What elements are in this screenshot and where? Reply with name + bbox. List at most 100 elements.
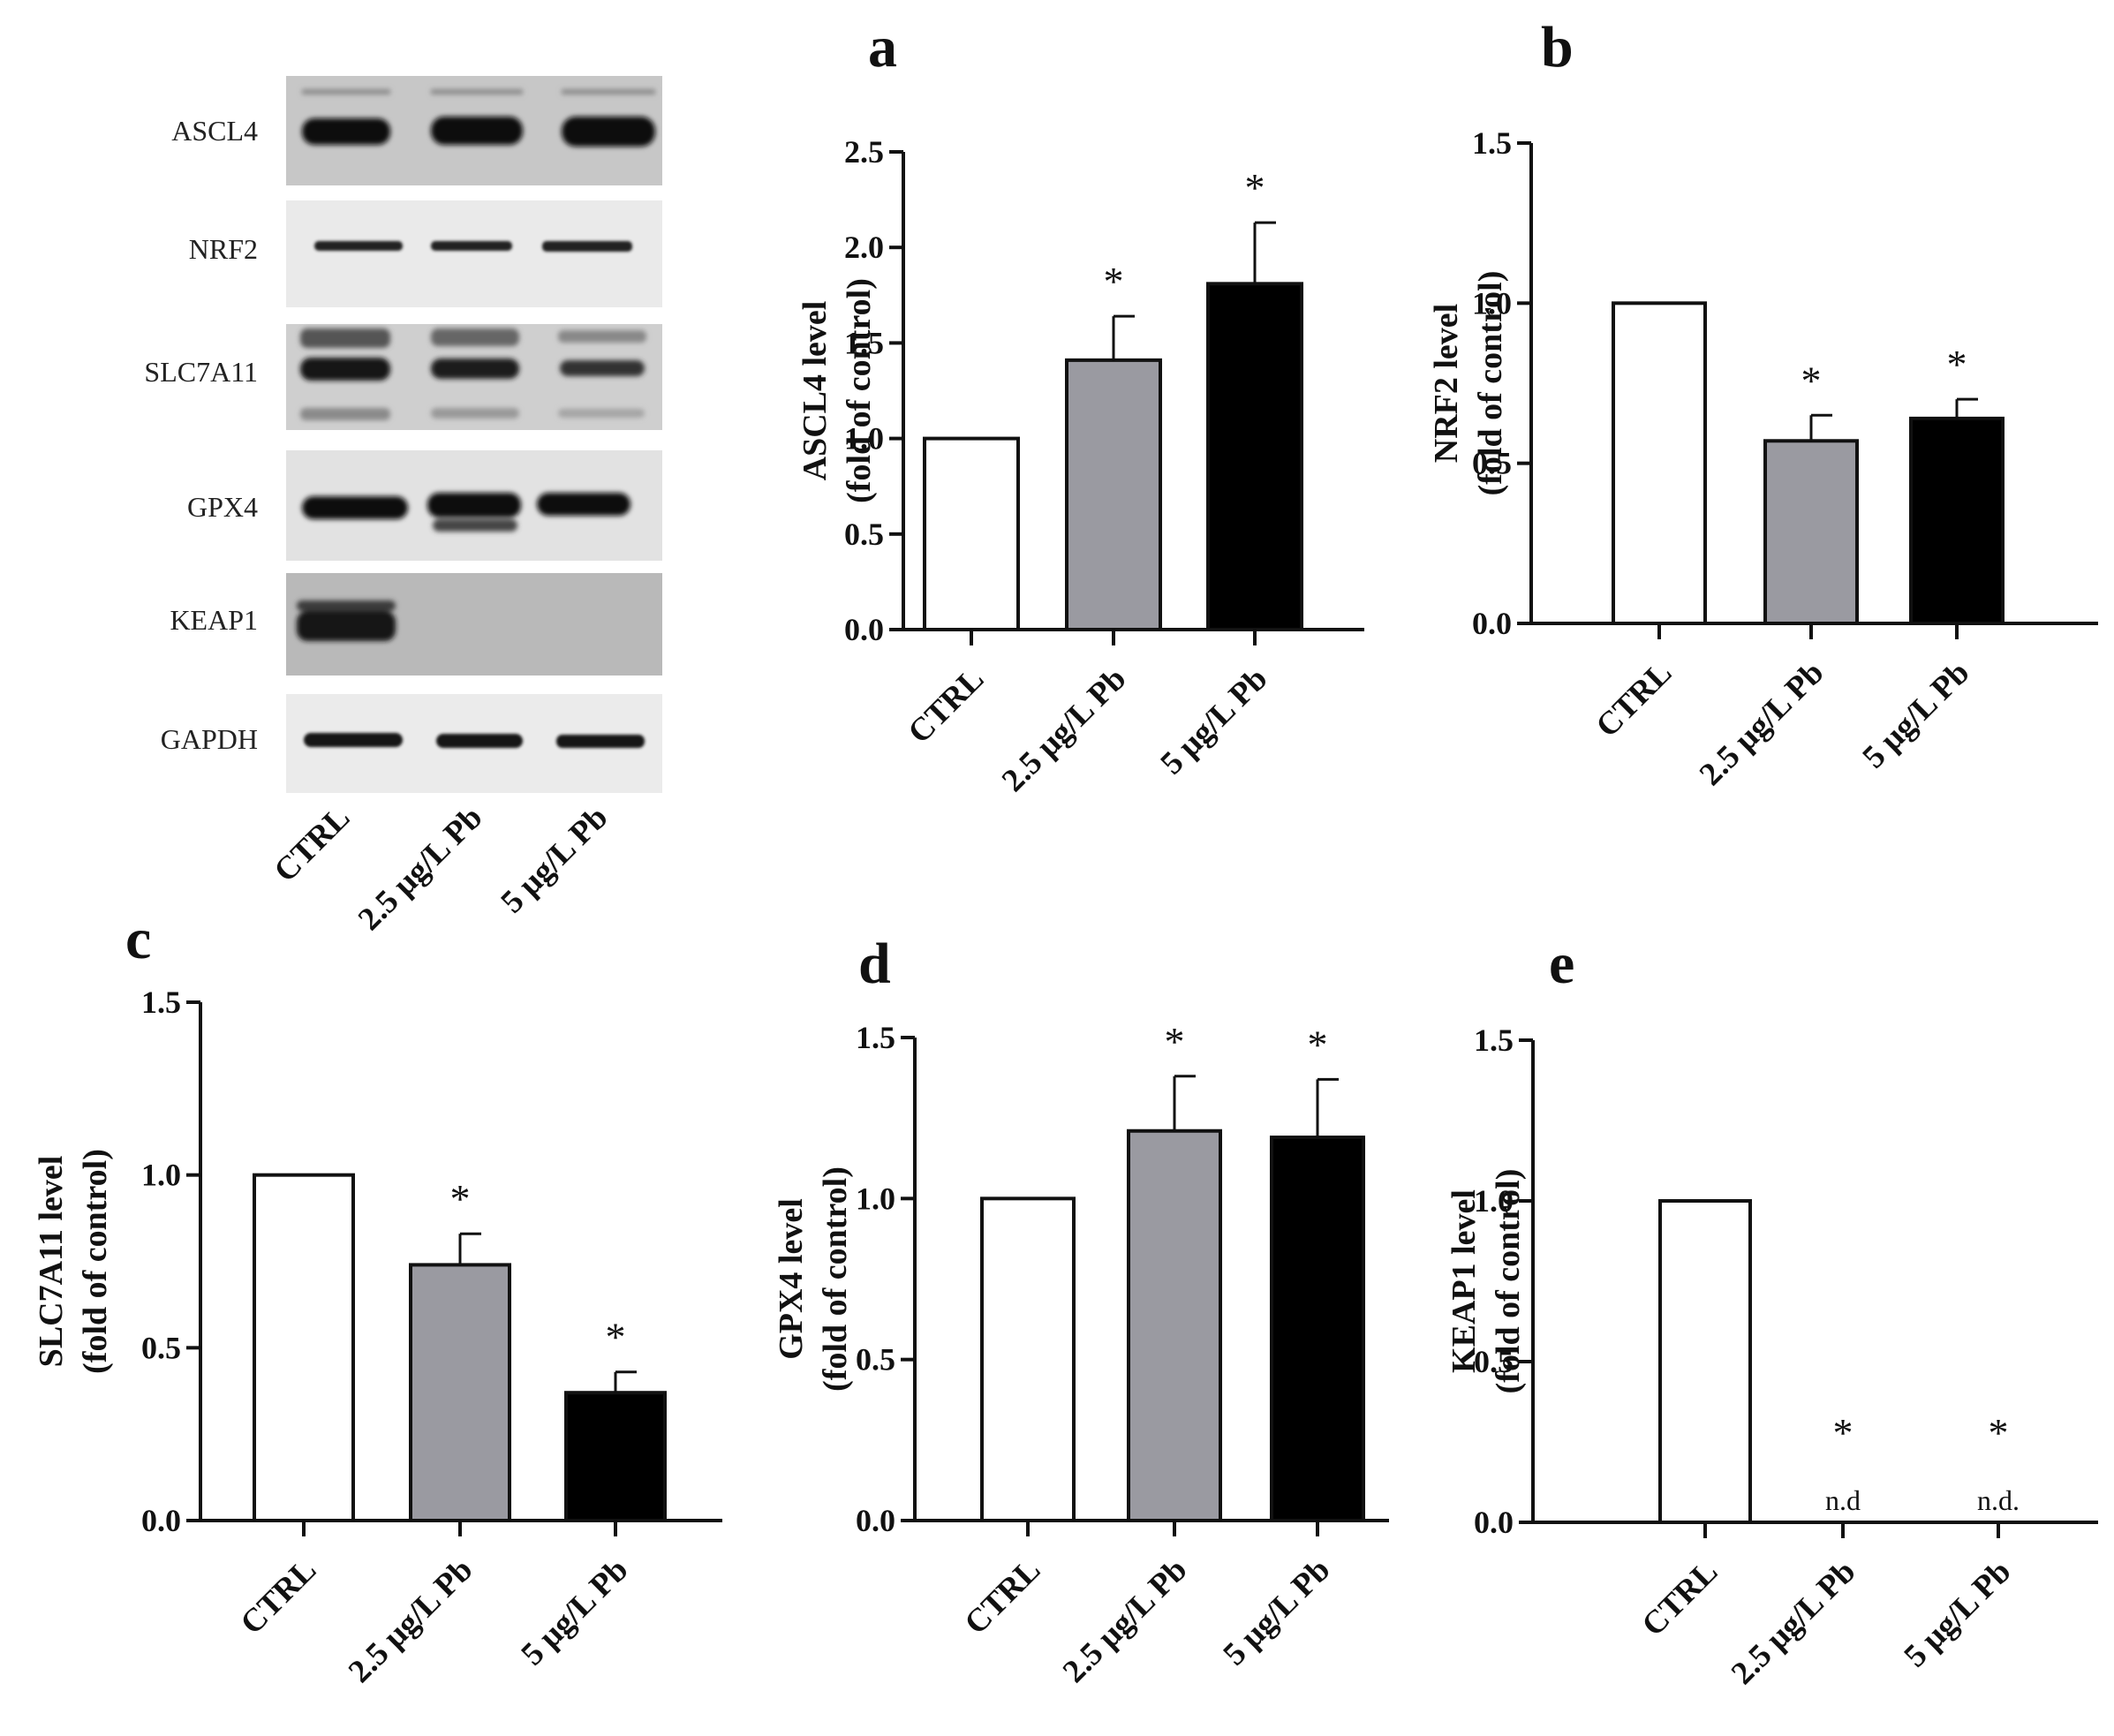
y-axis-title: (fold of control) [1472,271,1509,496]
x-tick-label: 2.5 μg/L Pb [342,1551,480,1690]
x-tick-label: 2.5 μg/L Pb [995,660,1134,799]
bar-chart-b: b 0.0 0.5 1.0 1.5 NRF2 level (fold of control)… [1428,15,2098,793]
western-blot: ASCL4 NRF2 SLC7A11 GPX4 KEAP1 GAPDH CTRL… [144,76,662,938]
band-nrf2-ctrl [314,241,403,251]
bar [980,1196,1076,1523]
y-tick-label: 1.0 [1474,1183,1514,1219]
bar [1206,282,1303,631]
x-tick-label: CTRL [958,1551,1048,1642]
significance-marker: * [1833,1410,1854,1455]
blot-strip-nrf2 [286,200,662,307]
value-label: n.d. [1977,1484,2020,1516]
band-nrf2-pb5 [542,241,632,252]
significance-marker: * [1989,1410,2009,1455]
y-tick-label: 1.5 [856,1020,895,1055]
y-axis-title: (fold of control) [77,1149,114,1374]
x-tick-label: CTRL [234,1551,324,1642]
y-tick-label: 1.5 [141,985,181,1020]
band-ascl4-ctrl [302,118,390,145]
x-tick-label: 5 μg/L Pb [1216,1551,1337,1672]
blot-label-gpx4: GPX4 [187,491,258,523]
panel-letter: d [858,932,891,996]
panel-letter: b [1541,15,1574,79]
band-nrf2-pb25 [431,241,512,251]
blot-label-slc7a11: SLC7A11 [144,356,258,388]
band-gpx4-pb5 [537,493,630,516]
band-ascl4-pb25 [431,117,523,145]
y-axis-title: ASCL4 level [797,301,834,481]
bar-chart-a: a 0.0 0.5 1.0 1.5 2.0 2.5 ASCL4 level (fold of c… [797,15,1364,799]
panel-letter: e [1549,932,1574,996]
y-axis-title: NRF2 level [1428,304,1465,463]
y-tick-label: 1.5 [1474,1023,1514,1058]
y-tick-label: 0.0 [1474,1505,1514,1540]
y-tick-label: 1.0 [844,421,884,457]
x-tick-label: 2.5 μg/L Pb [1725,1553,1863,1692]
value-label: n.d [1825,1484,1861,1516]
significance-marker: * [1947,342,1967,387]
y-tick-label: 0.0 [141,1503,181,1538]
significance-marker: * [1801,358,1822,403]
y-tick-label: 0.0 [844,612,884,647]
y-axis-title: KEAP1 level [1446,1189,1483,1373]
y-tick-label: 0.0 [1472,606,1512,641]
band-ascl4-pb5 [562,117,655,147]
lane-label-pb5: 5 μg/L Pb [494,799,615,920]
y-tick-label: 1.5 [1472,125,1512,161]
bar [253,1173,355,1522]
x-tick-label: 5 μg/L Pb [1855,654,1976,775]
significance-marker: * [450,1176,471,1221]
x-tick-label: 5 μg/L Pb [1897,1553,2018,1674]
significance-marker: * [1245,165,1265,210]
y-tick-label: 2.0 [844,230,884,265]
band-slc7a11-pb5 [560,360,645,376]
bar [1065,358,1162,631]
x-tick-label: 2.5 μg/L Pb [1056,1551,1195,1690]
lane-label-ctrl: CTRL [268,799,358,889]
bar [564,1391,667,1522]
y-axis-title: (fold of control) [817,1166,854,1392]
panel-letter: a [868,15,897,79]
panel-letter: c [125,907,151,971]
bar-chart-c: c 0.0 0.5 1.0 1.5 SLC7A11 level (fold of contr… [33,907,722,1690]
y-tick-label: 1.5 [844,325,884,360]
bar-chart-e: e 0.0 0.5 1.0 1.5 KEAP1 level (fold of control… [1446,932,2098,1692]
significance-marker: * [606,1315,626,1360]
bar [409,1263,511,1522]
band-gapdh-ctrl [304,733,403,747]
x-tick-label: 5 μg/L Pb [1153,660,1274,781]
blot-label-nrf2: NRF2 [189,233,258,265]
y-tick-label: 2.5 [844,134,884,170]
x-tick-label: CTRL [902,660,992,751]
y-axis-title: (fold of control) [1490,1169,1527,1394]
bar [1127,1128,1222,1522]
bar [1909,416,2005,626]
bar [1658,1199,1752,1524]
y-axis-title: (fold of control) [841,278,878,503]
band-gpx4-ctrl [302,496,408,519]
y-tick-label: 0.5 [844,517,884,552]
significance-marker: * [1165,1019,1185,1064]
band-gpx4-pb25 [427,493,521,517]
y-axis-title: SLC7A11 level [33,1156,70,1368]
x-tick-label: 2.5 μg/L Pb [1693,654,1831,793]
y-tick-label: 1.0 [856,1181,895,1216]
bar [1270,1136,1365,1522]
bar [1612,301,1707,625]
bar-chart-d: d 0.0 0.5 1.0 1.5 GPX4 level (fold of control)… [773,932,1389,1690]
band-gapdh-pb25 [436,734,523,748]
blot-label-keap1: KEAP1 [170,604,258,636]
x-tick-label: CTRL [1589,654,1680,744]
significance-marker: * [1308,1022,1328,1067]
band-keap1-ctrl [297,611,396,641]
band-slc7a11-ctrl [300,358,390,381]
bar [1763,439,1859,625]
blot-label-ascl4: ASCL4 [171,115,258,147]
x-tick-label: CTRL [1635,1553,1725,1643]
y-tick-label: 0.5 [856,1342,895,1377]
significance-marker: * [1104,259,1124,304]
y-tick-label: 0.5 [1472,446,1512,481]
band-gapdh-pb5 [556,735,645,748]
blot-label-gapdh: GAPDH [161,723,258,755]
